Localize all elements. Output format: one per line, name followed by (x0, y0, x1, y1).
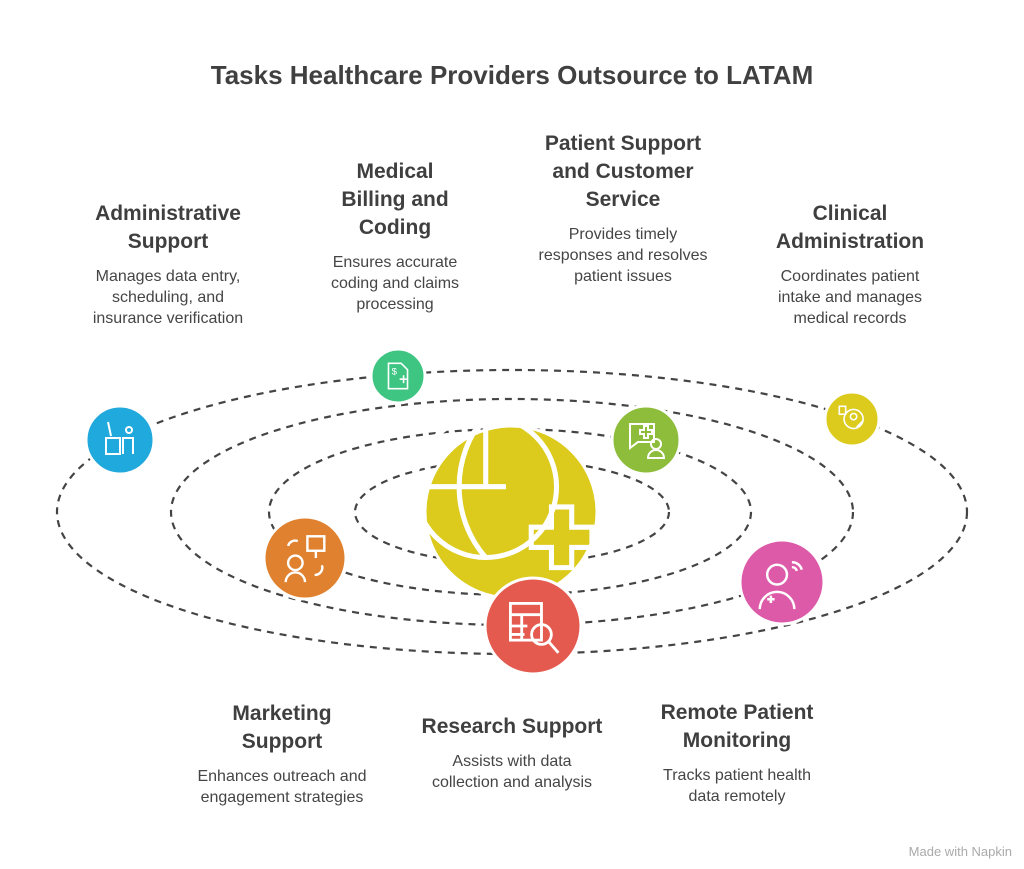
item-title: Administrative Support (95, 202, 241, 253)
svg-text:$: $ (392, 366, 398, 377)
chat-medical-user-icon (629, 423, 666, 459)
node-5 (262, 515, 348, 601)
item-patient-support: Patient Support and Customer Service Prov… (513, 130, 733, 287)
item-desc: Coordinates patient intake and manages m… (777, 268, 923, 327)
item-title: Clinical Administration (775, 202, 925, 253)
patient-intake-icon (838, 405, 864, 430)
item-administrative-support: Administrative Support Manages data entry… (58, 200, 278, 329)
globe-medical-icon (412, 413, 595, 571)
desk-worker-icon (105, 421, 134, 455)
item-title: Remote Patient Monitoring (660, 701, 814, 752)
diagram-title: Tasks Healthcare Providers Outsource to … (210, 60, 814, 90)
item-medical-billing: Medical Billing and Coding Ensures accura… (285, 158, 505, 315)
node-3-circle (610, 404, 682, 476)
item-title: Research Support (421, 715, 603, 738)
item-desc: Enhances outreach and engagement strateg… (197, 768, 367, 806)
napkin-watermark: Made with Napkin (908, 844, 1012, 859)
node-6-circle (483, 576, 583, 676)
node-3 (610, 404, 682, 476)
node-1 (84, 404, 156, 476)
orbit-outer (55, 368, 969, 656)
item-title: Medical Billing and Coding (341, 160, 449, 239)
node-5-circle (262, 515, 348, 601)
billing-document-icon: $ (387, 362, 409, 390)
node-6 (483, 576, 583, 676)
presentation-person-icon (284, 535, 326, 583)
item-research-support: Research Support Assists with data collec… (402, 713, 622, 793)
item-clinical-administration: Clinical Administration Coordinates patie… (740, 200, 960, 329)
item-marketing-support: Marketing Support Enhances outreach and e… (172, 700, 392, 808)
center-hub (412, 413, 599, 600)
table-search-icon (509, 602, 560, 654)
node-7 (738, 538, 826, 626)
item-desc: Assists with data collection and analysi… (431, 753, 593, 791)
item-title: Marketing Support (232, 702, 332, 753)
remote-doctor-icon (758, 561, 803, 610)
node-2: $ (369, 347, 427, 405)
item-remote-patient-monitoring: Remote Patient Monitoring Tracks patient … (627, 699, 847, 807)
item-title: Patient Support and Customer Service (544, 132, 702, 211)
item-desc: Tracks patient health data remotely (663, 767, 811, 805)
node-4 (823, 390, 881, 448)
node-2-circle (369, 347, 427, 405)
item-desc: Manages data entry, scheduling, and insu… (92, 268, 244, 327)
item-desc: Provides timely responses and resolves p… (538, 226, 708, 285)
item-desc: Ensures accurate coding and claims proce… (330, 254, 460, 313)
